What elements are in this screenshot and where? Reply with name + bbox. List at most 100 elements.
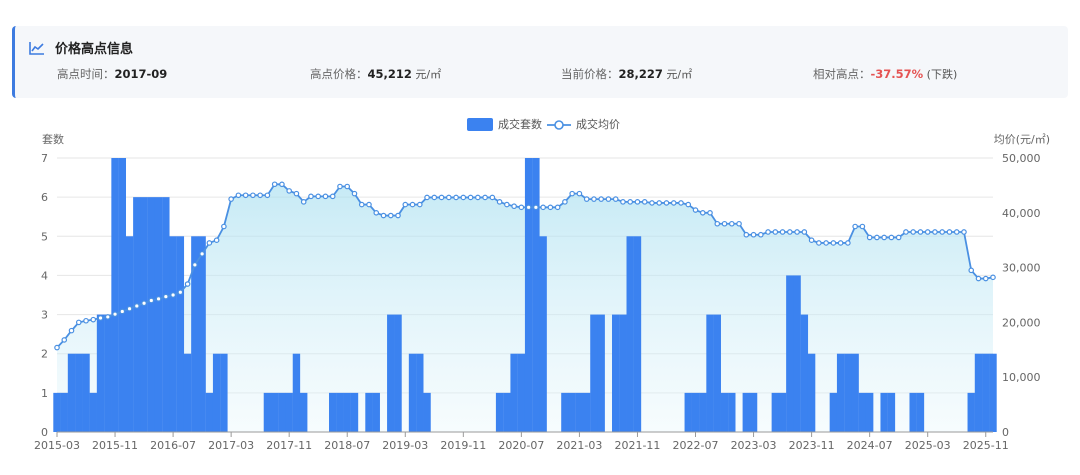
- price-point: [910, 229, 916, 235]
- price-point: [446, 194, 452, 201]
- price-point: [946, 229, 953, 235]
- price-point: [257, 192, 263, 199]
- price-point: [583, 196, 590, 202]
- bar: [742, 392, 751, 432]
- price-point: [852, 223, 858, 230]
- price-point: [409, 201, 416, 208]
- bar: [793, 275, 801, 432]
- bar: [851, 353, 859, 432]
- price-point: [837, 240, 844, 246]
- price-point: [627, 199, 634, 205]
- price-point: [315, 193, 322, 200]
- price-point: [801, 229, 808, 235]
- relative-peak-value: -37.57%: [870, 67, 924, 81]
- price-line: [56, 183, 994, 349]
- x-tick-label: 2022-07: [673, 439, 719, 452]
- legend-bar-swatch: [467, 118, 493, 131]
- bar: [299, 392, 308, 432]
- current-price-value: 28,227: [618, 67, 663, 81]
- price-point: [620, 199, 626, 205]
- bar: [394, 314, 402, 432]
- price-point: [199, 251, 205, 257]
- bar: [771, 392, 780, 432]
- y-right-tick-label: 10,000: [1002, 371, 1041, 384]
- legend[interactable]: 成交套数 成交均价: [467, 117, 620, 131]
- current-price-label: 当前价格：: [561, 67, 619, 81]
- bar: [597, 314, 605, 432]
- x-tick-label: 2018-07: [324, 439, 370, 452]
- price-point: [961, 229, 967, 235]
- price-point: [699, 210, 706, 216]
- price-point: [271, 181, 278, 188]
- price-point: [525, 204, 532, 211]
- bar: [140, 197, 148, 432]
- price-point: [656, 200, 663, 206]
- x-tick-label: 2017-11: [266, 439, 312, 452]
- bar: [619, 314, 627, 432]
- price-point: [134, 303, 140, 309]
- price-point: [728, 220, 735, 227]
- y-right-tick-label: 40,000: [1002, 207, 1041, 220]
- price-point: [591, 196, 597, 202]
- price-point: [830, 240, 837, 246]
- bar: [416, 353, 424, 432]
- price-point: [576, 190, 583, 197]
- bar-series: [53, 158, 997, 432]
- line-chart-icon: [29, 41, 44, 55]
- bar: [800, 314, 809, 432]
- price-point: [554, 204, 561, 211]
- bar: [60, 392, 68, 432]
- x-tick-label: 2024-07: [847, 439, 893, 452]
- bar: [365, 392, 373, 432]
- bar: [568, 392, 576, 432]
- price-point: [83, 317, 89, 324]
- price-point: [932, 229, 938, 235]
- x-tick-label: 2023-11: [789, 439, 835, 452]
- price-point: [293, 190, 300, 197]
- bar: [343, 392, 351, 432]
- y-left-tick-label: 4: [41, 269, 48, 282]
- bar: [684, 392, 692, 432]
- bar: [329, 392, 337, 432]
- price-point: [90, 316, 97, 323]
- price-point: [743, 231, 750, 238]
- price-point: [119, 308, 126, 315]
- y-right-tick-label: 30,000: [1002, 262, 1041, 275]
- price-point: [300, 199, 307, 205]
- bar: [205, 392, 214, 432]
- price-point: [221, 223, 227, 230]
- y-left-tick-label: 5: [41, 230, 48, 243]
- bar: [706, 314, 714, 432]
- y-left-axis-title: 套数: [42, 133, 64, 146]
- price-point: [155, 296, 162, 302]
- chart-area: 0 1 2 3 4 5 6 7 0 10,000 20,000 30,000 40,000 50,000 套…: [0, 110, 1080, 475]
- price-point: [387, 212, 394, 219]
- price-point: [808, 237, 815, 244]
- price-point: [344, 183, 351, 190]
- x-tick-label: 2021-11: [614, 439, 660, 452]
- current-price-unit: 元/㎡: [662, 68, 693, 81]
- price-point: [975, 275, 982, 282]
- peak-price-label: 高点价格：: [310, 67, 368, 81]
- bar: [162, 197, 170, 432]
- price-point: [475, 194, 481, 201]
- bar: [198, 236, 206, 432]
- peak-price-unit: 元/㎡: [411, 68, 442, 81]
- y-left-tick-label: 3: [41, 309, 48, 322]
- x-tick-label: 2015-03: [34, 439, 80, 452]
- price-point: [337, 183, 343, 190]
- peak-time-item: 高点时间：2017-09: [57, 66, 167, 82]
- bar: [387, 314, 395, 432]
- bar: [154, 197, 163, 432]
- price-point: [467, 194, 474, 201]
- bar: [974, 353, 983, 432]
- price-point: [206, 240, 213, 246]
- relative-peak-label: 相对高点：: [813, 67, 871, 81]
- price-point: [823, 240, 829, 246]
- price-point: [453, 194, 459, 201]
- x-tick-label: 2017-03: [208, 439, 254, 452]
- price-point: [61, 337, 68, 343]
- y-right-tick-label: 0: [1002, 426, 1009, 439]
- bar: [372, 392, 380, 432]
- price-point: [888, 234, 895, 241]
